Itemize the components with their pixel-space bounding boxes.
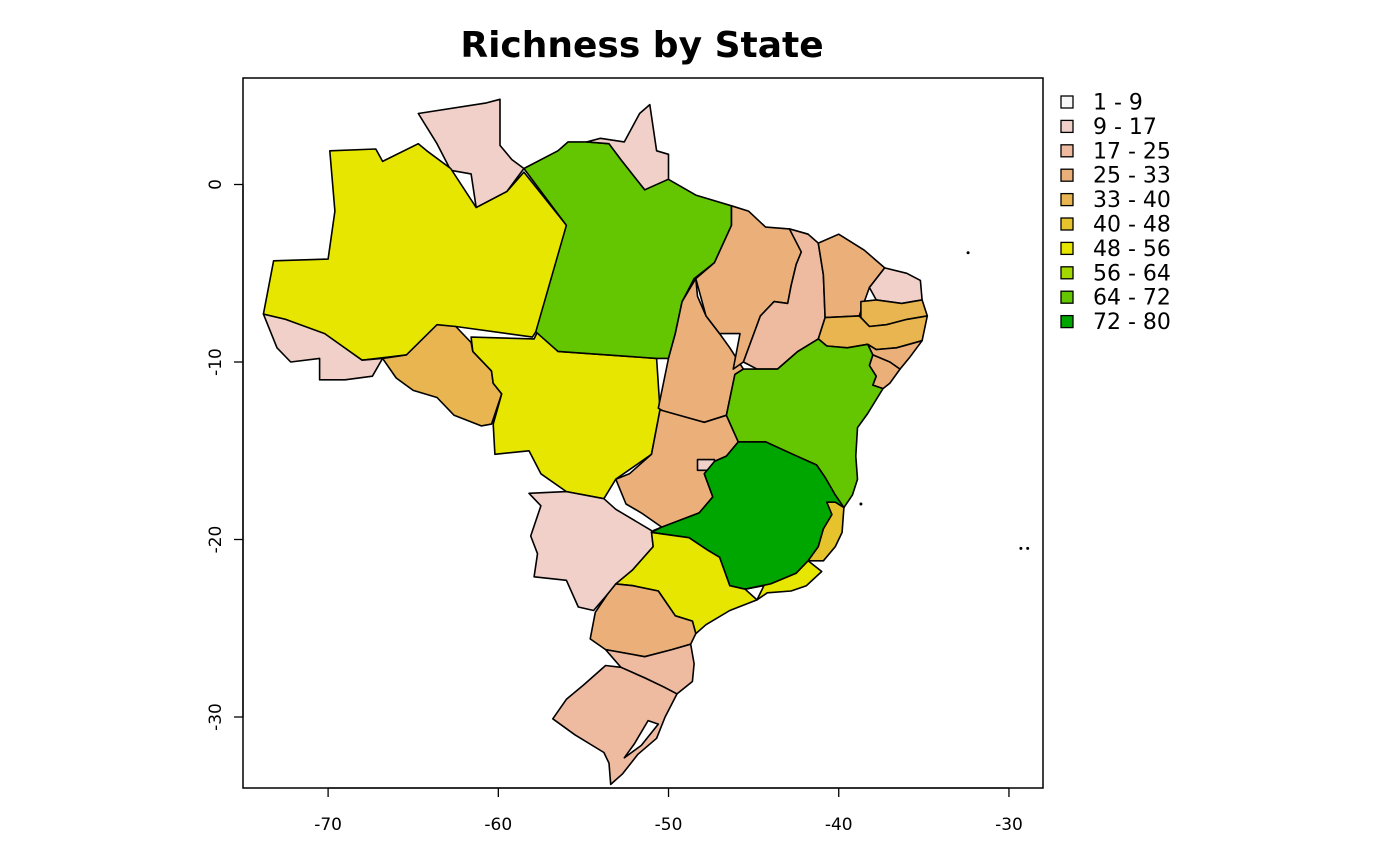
legend-label: 72 - 80 [1093, 310, 1171, 335]
island-2 [859, 502, 863, 506]
legend-swatch [1060, 192, 1074, 207]
legend-swatch [1060, 290, 1074, 304]
legend-label: 1 - 9 [1093, 91, 1143, 116]
island-3 [1019, 546, 1023, 550]
y-tick-label: -30 [206, 703, 226, 731]
legend-swatch [1060, 119, 1074, 134]
legend-swatch [1060, 314, 1074, 329]
legend-swatch [1060, 95, 1074, 109]
legend-label: 33 - 40 [1093, 188, 1171, 213]
island-4 [1026, 546, 1030, 550]
state-ac [262, 313, 384, 381]
x-axis: -70 -60 -50 -40 -30 [314, 787, 1023, 835]
legend-label: 56 - 64 [1093, 261, 1171, 286]
legend-swatch [1060, 217, 1074, 231]
x-tick-label: -60 [484, 815, 512, 835]
state-ms [528, 490, 655, 612]
state-ap [585, 103, 670, 191]
legend-label: 40 - 48 [1093, 213, 1171, 238]
y-tick-label: 0 [206, 179, 226, 190]
x-tick-label: -40 [825, 815, 853, 835]
legend-swatch [1060, 241, 1074, 256]
legend-swatch [1060, 144, 1074, 158]
x-tick-label: -70 [314, 815, 342, 835]
legend-label: 9 - 17 [1093, 115, 1157, 140]
legend-swatch [1060, 168, 1074, 182]
y-tick-label: -10 [206, 348, 226, 376]
x-tick-label: -50 [655, 815, 683, 835]
map-layer [262, 98, 1030, 786]
lagoon [623, 719, 660, 759]
legend-label: 64 - 72 [1093, 286, 1171, 311]
state-rs [551, 664, 678, 786]
y-tick-label: -20 [206, 526, 226, 554]
legend-label: 17 - 25 [1093, 139, 1171, 164]
y-axis: 0 -10 -20 -30 [206, 179, 244, 731]
x-tick-label: -30 [995, 815, 1023, 835]
state-sp [614, 531, 758, 635]
legend-label: 25 - 33 [1093, 164, 1171, 189]
map-title: Richness by State [460, 25, 823, 66]
legend-label: 48 - 56 [1093, 237, 1171, 262]
legend-swatch [1060, 266, 1074, 280]
island-1 [966, 251, 970, 255]
